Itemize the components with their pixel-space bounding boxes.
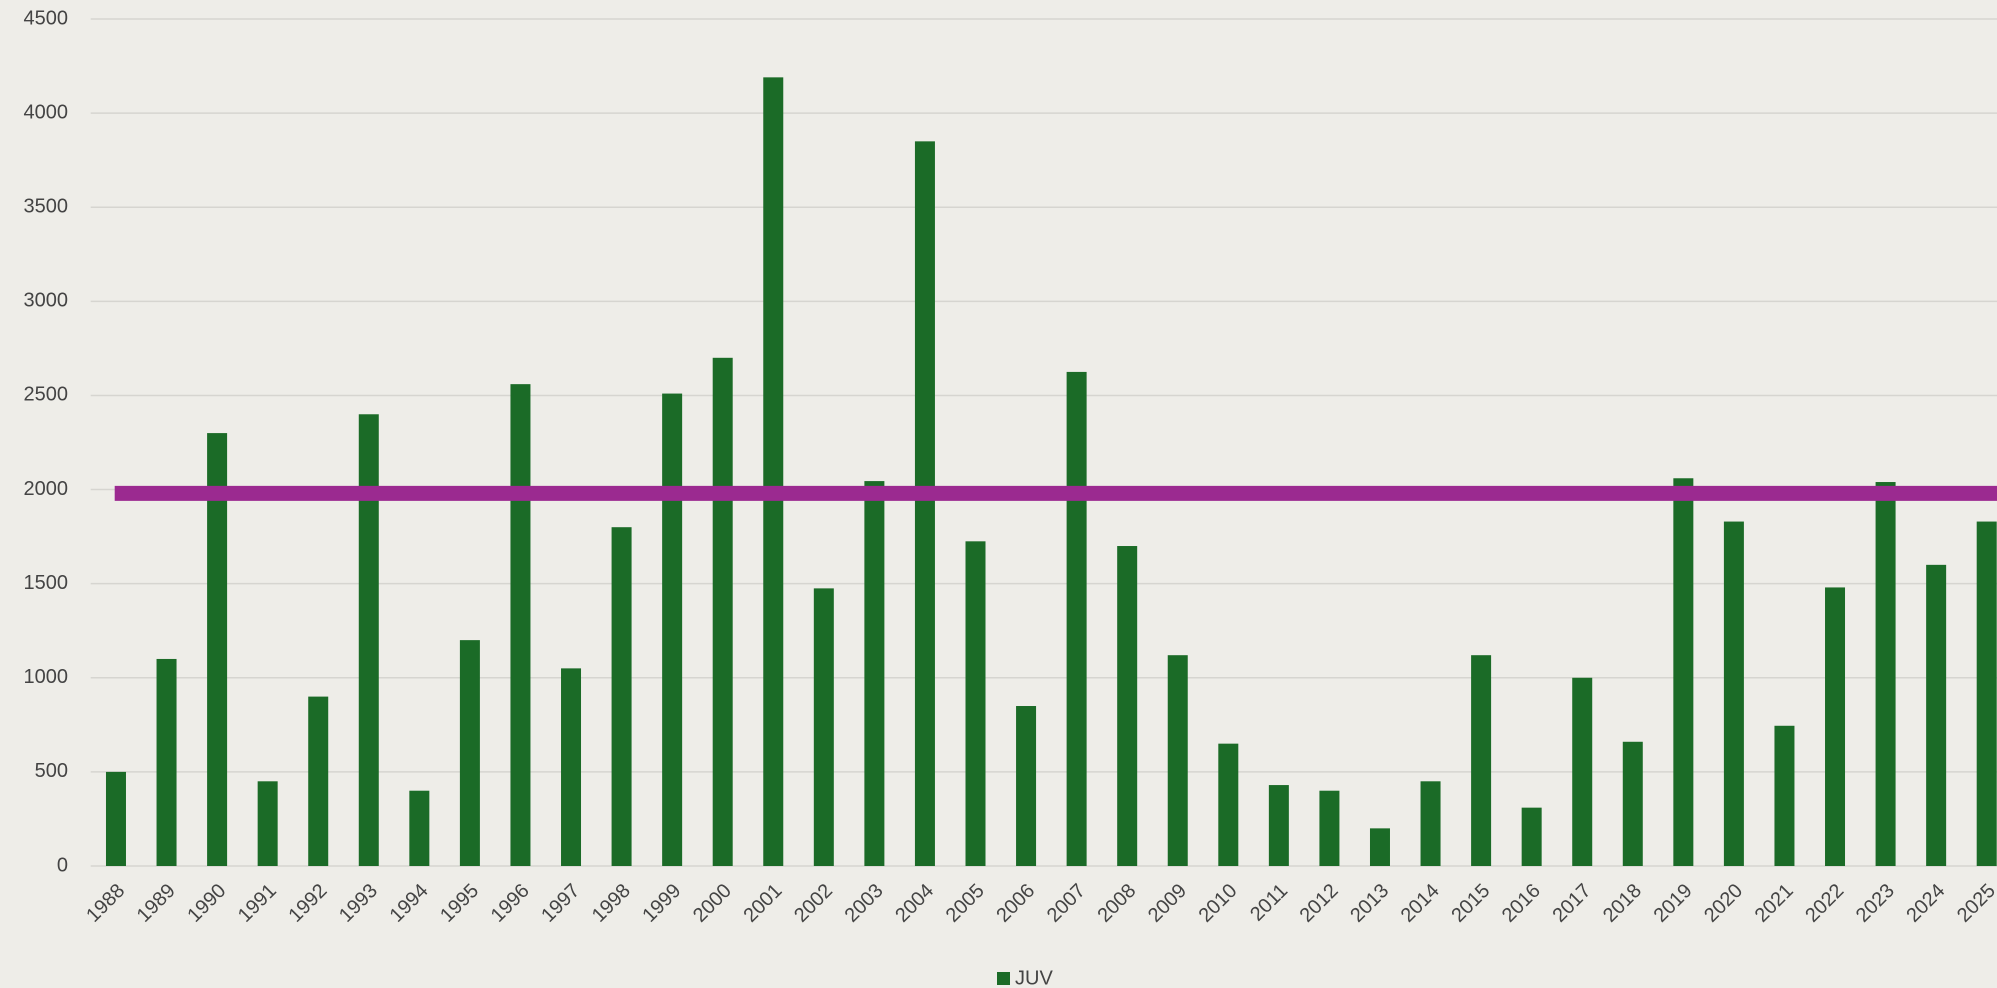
bar [308, 696, 329, 866]
y-tick-label: 4000 [24, 101, 69, 123]
bar [1117, 546, 1138, 866]
bar [358, 414, 379, 866]
bar [1521, 807, 1542, 866]
bar [1369, 828, 1390, 866]
bar [1825, 587, 1846, 866]
bar [1420, 781, 1441, 866]
bar [510, 384, 531, 866]
y-tick-label: 500 [35, 760, 68, 782]
y-tick-label: 3000 [24, 290, 69, 312]
bar [1218, 743, 1239, 866]
bar [1572, 677, 1593, 866]
bar [1673, 478, 1694, 866]
bar [1875, 482, 1896, 866]
legend-swatch [997, 972, 1010, 985]
bar [1471, 655, 1492, 866]
bar [611, 527, 632, 866]
bar [1268, 785, 1289, 866]
y-tick-label: 2500 [24, 384, 69, 406]
bar [1066, 371, 1087, 866]
y-tick-label: 1500 [24, 572, 69, 594]
bar [561, 668, 582, 866]
y-tick-label: 3500 [24, 196, 69, 218]
bar [813, 588, 834, 866]
bar [105, 771, 126, 866]
bar [712, 357, 733, 866]
bar [1622, 741, 1643, 866]
y-tick-label: 1000 [24, 666, 69, 688]
bar [1723, 521, 1744, 866]
bar [965, 541, 986, 866]
bar [1926, 564, 1947, 866]
y-tick-label: 2000 [24, 478, 69, 500]
bar [763, 77, 784, 867]
bar [156, 658, 177, 866]
bar [662, 393, 683, 866]
y-tick-label: 0 [57, 854, 68, 876]
y-tick-label: 4500 [24, 7, 69, 29]
bar [1774, 725, 1795, 866]
bar [257, 781, 278, 866]
bar [1016, 706, 1037, 866]
bar [1319, 790, 1340, 866]
bar [459, 640, 480, 866]
bar [1976, 521, 1997, 866]
bar [914, 141, 935, 866]
bar [409, 790, 430, 866]
bar [864, 481, 885, 866]
bar [1167, 655, 1188, 866]
bar [207, 433, 228, 866]
legend-label: JUV [1015, 967, 1053, 988]
